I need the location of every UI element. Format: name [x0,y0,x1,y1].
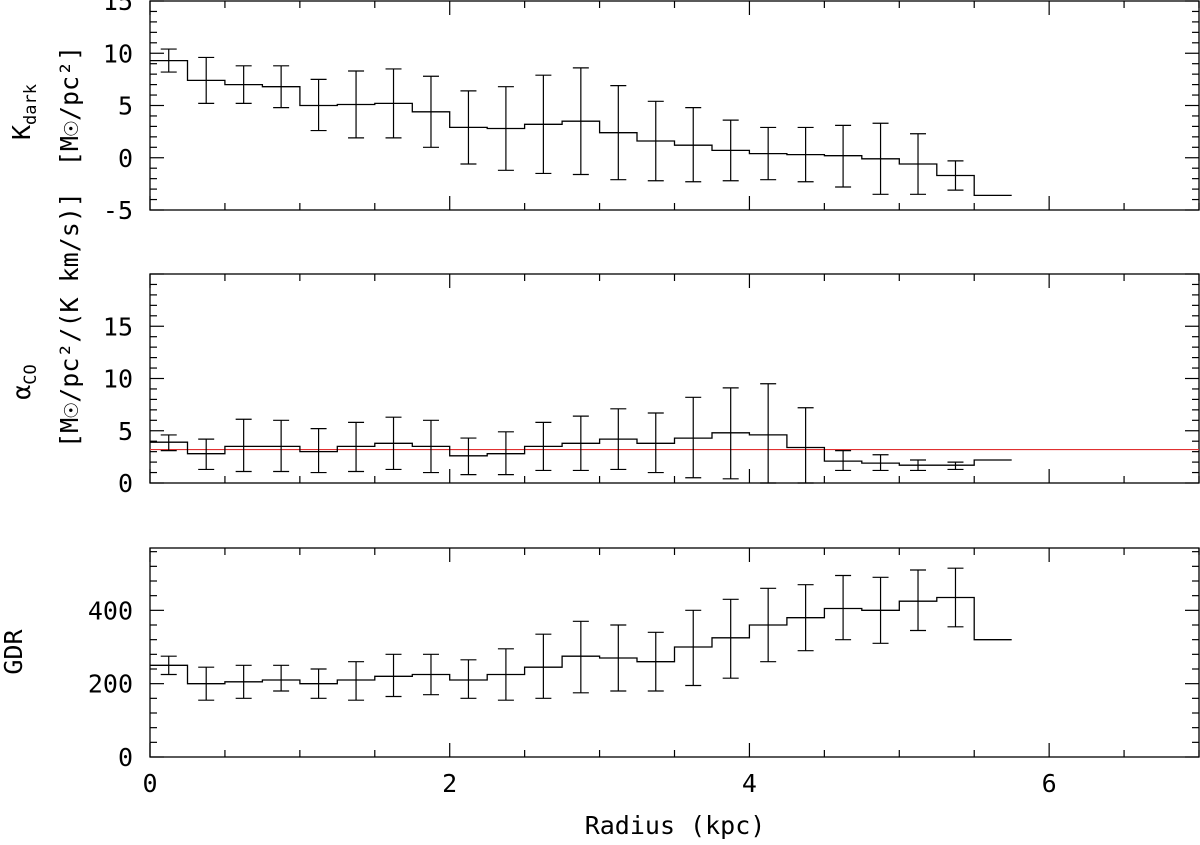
xlabel: Radius (kpc) [585,811,766,840]
error-bar-bottom [273,664,290,692]
error-bar-bottom [385,653,402,698]
error-bar-top [348,70,365,139]
error-bar-middle [422,419,439,474]
error-bar-middle [685,396,702,479]
error-bar-middle [160,434,177,452]
error-bar-middle [947,461,964,471]
ylabel-top-sub: dark [21,84,41,125]
error-bars [160,48,964,701]
error-bar-middle [835,450,852,472]
error-bar-top [235,65,252,105]
error-bar-bottom [310,668,327,699]
error-bar-top [647,100,664,182]
ylabel-top-units: [M☉/pc²] [55,46,84,166]
y-tick-label-bottom: 400 [88,596,133,625]
error-bar-bottom [760,587,777,663]
error-bar-top [760,126,777,181]
axis-ticks [149,0,1200,758]
ylabel-middle-sub: CO [21,364,41,384]
error-bar-top [872,122,889,195]
error-bar-top [497,86,514,171]
error-bar-middle [273,419,290,473]
error-bar-bottom [872,576,889,644]
error-bar-middle [572,415,589,472]
error-bar-middle [610,408,627,471]
error-bar-top [310,78,327,132]
error-bar-top [198,56,215,105]
y-tick-label-bottom: 200 [88,670,133,699]
ylabel-top-main: K [7,125,36,140]
error-bar-top [722,119,739,182]
error-bar-top [910,133,927,195]
ylabel-bottom: GDR [0,628,28,674]
x-tick-label: 2 [442,769,457,798]
error-bar-bottom [497,648,514,701]
ylabel-middle: αCO [M☉/pc²/(K km/s)] [7,192,84,448]
x-tick-label: 0 [142,769,157,798]
error-bar-bottom [422,653,439,696]
error-bar-bottom [460,659,477,699]
error-bar-middle [647,412,664,474]
error-bar-top [797,126,814,183]
error-bar-middle [535,421,552,472]
error-bar-bottom [797,584,814,652]
error-bar-top [160,48,177,73]
x-tick-label: 4 [742,769,757,798]
y-tick-label-top: -5 [103,196,133,225]
y-tick-label-top: 5 [118,92,133,121]
y-tick-label-middle: 0 [118,469,133,498]
error-bar-middle [198,438,215,471]
error-bar-middle [497,431,514,476]
error-bar-middle [348,421,365,473]
error-bar-top [572,67,589,176]
error-bar-top [460,90,477,165]
error-bar-middle [460,437,477,476]
error-bar-middle [722,387,739,480]
error-bar-bottom [947,567,964,628]
error-bar-middle [797,407,814,484]
error-bar-bottom [835,574,852,641]
error-bar-top [273,65,290,109]
y-tick-label-bottom: 0 [118,743,133,772]
y-tick-label-top: 0 [118,144,133,173]
error-bar-middle [760,383,777,484]
error-bar-bottom [572,620,589,694]
error-bar-bottom [685,609,702,687]
error-bar-middle [910,459,927,472]
y-tick-label-top: 10 [103,39,133,68]
error-bar-bottom [198,666,215,701]
ylabel-middle-main: α [7,385,36,400]
error-bar-bottom [235,664,252,699]
error-bar-top [685,106,702,183]
error-bar-bottom [910,569,927,632]
error-bar-bottom [647,631,664,692]
error-bar-top [835,124,852,188]
error-bar-middle [235,418,252,473]
error-bar-top [610,85,627,181]
error-bar-middle [310,428,327,474]
error-bar-top [535,74,552,175]
y-tick-label-middle: 10 [103,365,133,394]
svg-text:αCO: αCO [7,364,41,400]
svg-text:Kdark: Kdark [7,84,41,140]
ylabel-middle-units: [M☉/pc²/(K km/s)] [55,192,84,448]
error-bar-top [422,75,439,148]
y-tick-label-middle: 5 [118,417,133,446]
error-bar-bottom [535,633,552,699]
error-bar-middle [872,454,889,472]
y-tick-label-middle: 15 [103,312,133,341]
error-bar-bottom [722,598,739,679]
error-bar-middle [385,416,402,471]
error-bar-bottom [348,661,365,701]
tick-labels: -5 0 5 10 15 0 5 10 15 0 200 400 0 2 4 6 [88,0,1057,798]
error-bar-bottom [610,624,627,692]
ylabel-top: Kdark [M☉/pc²] [7,46,84,166]
error-bar-top [947,160,964,191]
y-tick-label-top: 15 [103,0,133,16]
x-tick-label: 6 [1042,769,1057,798]
error-bar-top [385,68,402,139]
error-bar-bottom [160,655,177,676]
